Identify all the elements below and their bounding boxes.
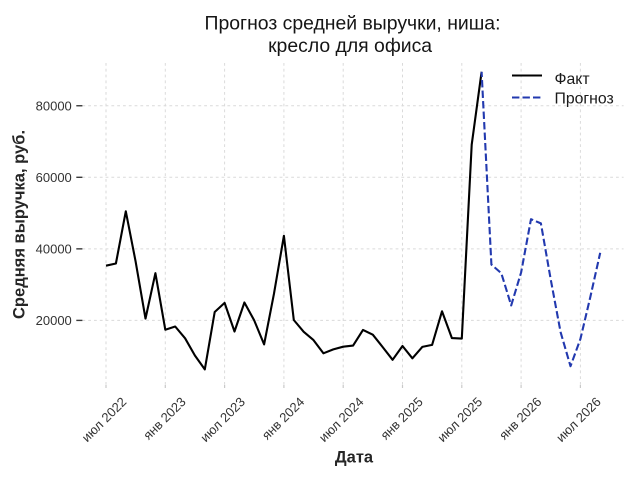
svg-text:80000: 80000 <box>36 98 72 113</box>
svg-text:Факт: Факт <box>555 71 590 88</box>
svg-text:Средняя выручка, руб.: Средняя выручка, руб. <box>9 130 28 319</box>
svg-text:Прогноз: Прогноз <box>555 90 614 107</box>
svg-text:40000: 40000 <box>36 242 72 257</box>
svg-text:Прогноз средней выручки, ниша:: Прогноз средней выручки, ниша: <box>205 12 501 34</box>
svg-text:кресло для офиса: кресло для офиса <box>268 35 432 57</box>
svg-text:60000: 60000 <box>36 170 72 185</box>
svg-text:20000: 20000 <box>36 313 72 328</box>
svg-text:Дата: Дата <box>335 448 374 466</box>
